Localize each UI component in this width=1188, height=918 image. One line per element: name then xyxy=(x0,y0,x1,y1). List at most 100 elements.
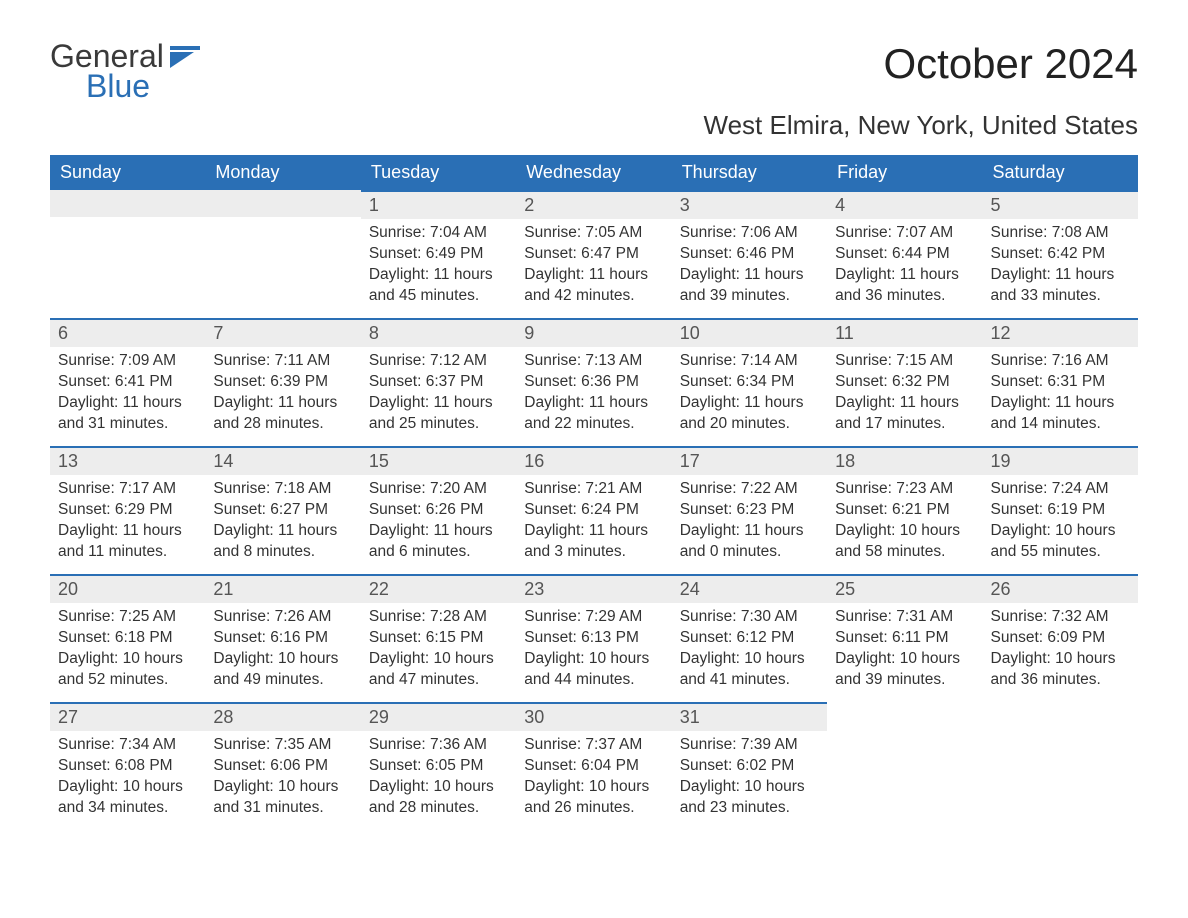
daylight-line: Daylight: 10 hours and 41 minutes. xyxy=(680,649,819,691)
day-details: Sunrise: 7:08 AMSunset: 6:42 PMDaylight:… xyxy=(983,219,1138,315)
sunrise-line: Sunrise: 7:07 AM xyxy=(835,223,974,244)
day-details: Sunrise: 7:39 AMSunset: 6:02 PMDaylight:… xyxy=(672,731,827,827)
day-number: 7 xyxy=(205,318,360,347)
weekday-header: Saturday xyxy=(983,155,1138,190)
sunset-line: Sunset: 6:11 PM xyxy=(835,628,974,649)
calendar-cell: 24Sunrise: 7:30 AMSunset: 6:12 PMDayligh… xyxy=(672,574,827,702)
day-number: 27 xyxy=(50,702,205,731)
daylight-line: Daylight: 11 hours and 3 minutes. xyxy=(524,521,663,563)
daylight-line: Daylight: 11 hours and 42 minutes. xyxy=(524,265,663,307)
sunset-line: Sunset: 6:27 PM xyxy=(213,500,352,521)
day-details: Sunrise: 7:07 AMSunset: 6:44 PMDaylight:… xyxy=(827,219,982,315)
sunrise-line: Sunrise: 7:28 AM xyxy=(369,607,508,628)
daylight-line: Daylight: 11 hours and 0 minutes. xyxy=(680,521,819,563)
sunset-line: Sunset: 6:21 PM xyxy=(835,500,974,521)
day-details: Sunrise: 7:25 AMSunset: 6:18 PMDaylight:… xyxy=(50,603,205,699)
sunset-line: Sunset: 6:37 PM xyxy=(369,372,508,393)
sunset-line: Sunset: 6:46 PM xyxy=(680,244,819,265)
day-number: 20 xyxy=(50,574,205,603)
calendar-cell: 5Sunrise: 7:08 AMSunset: 6:42 PMDaylight… xyxy=(983,190,1138,318)
sunset-line: Sunset: 6:15 PM xyxy=(369,628,508,649)
sunrise-line: Sunrise: 7:34 AM xyxy=(58,735,197,756)
day-details: Sunrise: 7:22 AMSunset: 6:23 PMDaylight:… xyxy=(672,475,827,571)
day-details: Sunrise: 7:11 AMSunset: 6:39 PMDaylight:… xyxy=(205,347,360,443)
daylight-line: Daylight: 10 hours and 26 minutes. xyxy=(524,777,663,819)
daylight-line: Daylight: 10 hours and 23 minutes. xyxy=(680,777,819,819)
day-number: 1 xyxy=(361,190,516,219)
header: General Blue October 2024 xyxy=(50,40,1138,102)
calendar-cell: 14Sunrise: 7:18 AMSunset: 6:27 PMDayligh… xyxy=(205,446,360,574)
daylight-line: Daylight: 10 hours and 31 minutes. xyxy=(213,777,352,819)
sunrise-line: Sunrise: 7:20 AM xyxy=(369,479,508,500)
calendar-cell: 30Sunrise: 7:37 AMSunset: 6:04 PMDayligh… xyxy=(516,702,671,830)
day-number: 30 xyxy=(516,702,671,731)
day-number: 24 xyxy=(672,574,827,603)
daylight-line: Daylight: 10 hours and 49 minutes. xyxy=(213,649,352,691)
sunrise-line: Sunrise: 7:14 AM xyxy=(680,351,819,372)
day-details: Sunrise: 7:35 AMSunset: 6:06 PMDaylight:… xyxy=(205,731,360,827)
day-details: Sunrise: 7:05 AMSunset: 6:47 PMDaylight:… xyxy=(516,219,671,315)
day-number: 8 xyxy=(361,318,516,347)
sunrise-line: Sunrise: 7:32 AM xyxy=(991,607,1130,628)
calendar-cell: 12Sunrise: 7:16 AMSunset: 6:31 PMDayligh… xyxy=(983,318,1138,446)
day-number: 17 xyxy=(672,446,827,475)
sunset-line: Sunset: 6:08 PM xyxy=(58,756,197,777)
calendar-cell: 27Sunrise: 7:34 AMSunset: 6:08 PMDayligh… xyxy=(50,702,205,830)
calendar-cell: 29Sunrise: 7:36 AMSunset: 6:05 PMDayligh… xyxy=(361,702,516,830)
sunrise-line: Sunrise: 7:06 AM xyxy=(680,223,819,244)
sunset-line: Sunset: 6:36 PM xyxy=(524,372,663,393)
day-number: 21 xyxy=(205,574,360,603)
sunrise-line: Sunrise: 7:12 AM xyxy=(369,351,508,372)
day-details: Sunrise: 7:29 AMSunset: 6:13 PMDaylight:… xyxy=(516,603,671,699)
daylight-line: Daylight: 10 hours and 28 minutes. xyxy=(369,777,508,819)
calendar-cell xyxy=(827,702,982,830)
daylight-line: Daylight: 11 hours and 39 minutes. xyxy=(680,265,819,307)
daylight-line: Daylight: 11 hours and 17 minutes. xyxy=(835,393,974,435)
sunrise-line: Sunrise: 7:31 AM xyxy=(835,607,974,628)
location-text: West Elmira, New York, United States xyxy=(50,110,1138,141)
sunrise-line: Sunrise: 7:35 AM xyxy=(213,735,352,756)
sunrise-line: Sunrise: 7:29 AM xyxy=(524,607,663,628)
calendar-cell: 22Sunrise: 7:28 AMSunset: 6:15 PMDayligh… xyxy=(361,574,516,702)
daylight-line: Daylight: 10 hours and 39 minutes. xyxy=(835,649,974,691)
sunset-line: Sunset: 6:26 PM xyxy=(369,500,508,521)
calendar-cell: 3Sunrise: 7:06 AMSunset: 6:46 PMDaylight… xyxy=(672,190,827,318)
day-number: 25 xyxy=(827,574,982,603)
sunset-line: Sunset: 6:04 PM xyxy=(524,756,663,777)
sunrise-line: Sunrise: 7:21 AM xyxy=(524,479,663,500)
sunset-line: Sunset: 6:19 PM xyxy=(991,500,1130,521)
calendar-cell: 10Sunrise: 7:14 AMSunset: 6:34 PMDayligh… xyxy=(672,318,827,446)
sunset-line: Sunset: 6:29 PM xyxy=(58,500,197,521)
daylight-line: Daylight: 11 hours and 31 minutes. xyxy=(58,393,197,435)
weekday-header: Monday xyxy=(205,155,360,190)
day-details: Sunrise: 7:23 AMSunset: 6:21 PMDaylight:… xyxy=(827,475,982,571)
day-details: Sunrise: 7:17 AMSunset: 6:29 PMDaylight:… xyxy=(50,475,205,571)
flag-icon xyxy=(170,46,200,73)
sunset-line: Sunset: 6:24 PM xyxy=(524,500,663,521)
calendar-cell: 26Sunrise: 7:32 AMSunset: 6:09 PMDayligh… xyxy=(983,574,1138,702)
day-number: 3 xyxy=(672,190,827,219)
day-details: Sunrise: 7:24 AMSunset: 6:19 PMDaylight:… xyxy=(983,475,1138,571)
day-details: Sunrise: 7:20 AMSunset: 6:26 PMDaylight:… xyxy=(361,475,516,571)
logo-word-2: Blue xyxy=(86,70,164,102)
day-details: Sunrise: 7:37 AMSunset: 6:04 PMDaylight:… xyxy=(516,731,671,827)
sunrise-line: Sunrise: 7:04 AM xyxy=(369,223,508,244)
day-details: Sunrise: 7:13 AMSunset: 6:36 PMDaylight:… xyxy=(516,347,671,443)
day-number: 2 xyxy=(516,190,671,219)
day-details: Sunrise: 7:06 AMSunset: 6:46 PMDaylight:… xyxy=(672,219,827,315)
day-number: 11 xyxy=(827,318,982,347)
calendar-cell: 21Sunrise: 7:26 AMSunset: 6:16 PMDayligh… xyxy=(205,574,360,702)
day-number: 16 xyxy=(516,446,671,475)
day-number: 18 xyxy=(827,446,982,475)
day-details: Sunrise: 7:12 AMSunset: 6:37 PMDaylight:… xyxy=(361,347,516,443)
calendar-cell: 1Sunrise: 7:04 AMSunset: 6:49 PMDaylight… xyxy=(361,190,516,318)
calendar-cell xyxy=(983,702,1138,830)
day-number: 6 xyxy=(50,318,205,347)
sunrise-line: Sunrise: 7:05 AM xyxy=(524,223,663,244)
sunrise-line: Sunrise: 7:16 AM xyxy=(991,351,1130,372)
weekday-header: Friday xyxy=(827,155,982,190)
sunrise-line: Sunrise: 7:13 AM xyxy=(524,351,663,372)
logo: General Blue xyxy=(50,40,200,102)
sunset-line: Sunset: 6:31 PM xyxy=(991,372,1130,393)
sunrise-line: Sunrise: 7:15 AM xyxy=(835,351,974,372)
